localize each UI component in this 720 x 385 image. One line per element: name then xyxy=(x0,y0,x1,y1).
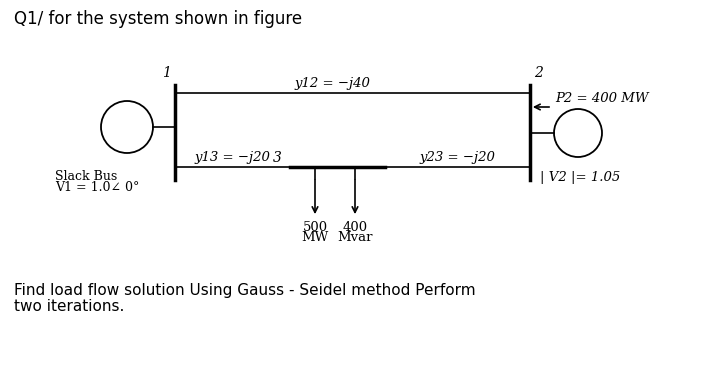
Text: V1 = 1.0∠ 0°: V1 = 1.0∠ 0° xyxy=(55,181,140,194)
Text: y23 = −j20: y23 = −j20 xyxy=(420,151,495,164)
Text: P2 = 400 MW: P2 = 400 MW xyxy=(555,92,649,105)
Text: two iterations.: two iterations. xyxy=(14,299,125,314)
Text: Slack Bus: Slack Bus xyxy=(55,170,117,183)
Text: Q1/ for the system shown in figure: Q1/ for the system shown in figure xyxy=(14,10,302,28)
Text: MW: MW xyxy=(302,231,328,244)
Text: y12 = −j40: y12 = −j40 xyxy=(294,77,370,90)
Text: 500: 500 xyxy=(302,221,328,234)
Text: 3: 3 xyxy=(273,151,282,165)
Text: 1: 1 xyxy=(162,66,171,80)
Text: 2: 2 xyxy=(534,66,543,80)
Text: Mvar: Mvar xyxy=(337,231,373,244)
Text: | V2 |= 1.05: | V2 |= 1.05 xyxy=(540,171,620,184)
Text: y13 = −j20: y13 = −j20 xyxy=(194,151,271,164)
Text: 400: 400 xyxy=(343,221,368,234)
Text: Find load flow solution Using Gauss - Seidel method Perform: Find load flow solution Using Gauss - Se… xyxy=(14,283,476,298)
